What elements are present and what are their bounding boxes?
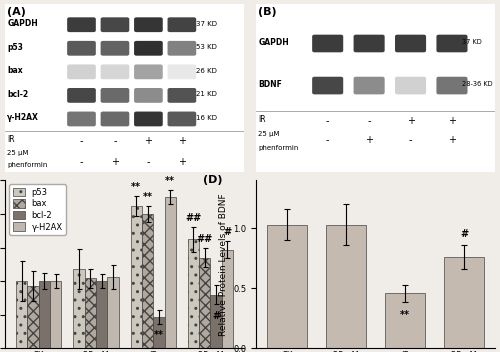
Text: IR: IR (8, 135, 15, 144)
Text: 37 KD: 37 KD (196, 21, 217, 27)
Text: +: + (178, 157, 186, 166)
FancyBboxPatch shape (100, 64, 130, 79)
Text: -: - (146, 157, 150, 166)
FancyBboxPatch shape (168, 88, 196, 103)
FancyBboxPatch shape (354, 77, 384, 94)
Text: -: - (80, 137, 83, 146)
Bar (130, 206, 142, 348)
Text: phenformin: phenformin (8, 162, 48, 168)
Text: 16 KD: 16 KD (196, 115, 217, 121)
FancyBboxPatch shape (67, 64, 96, 79)
Bar (27, 286, 38, 348)
FancyBboxPatch shape (134, 88, 163, 103)
FancyBboxPatch shape (67, 88, 96, 103)
Text: +: + (448, 116, 456, 126)
Y-axis label: Relative Protein Levels of BDNF: Relative Protein Levels of BDNF (218, 193, 228, 336)
Text: phenformin: phenformin (258, 145, 298, 151)
Bar (107, 277, 118, 348)
Text: +: + (111, 157, 119, 166)
Text: BDNF: BDNF (258, 80, 282, 89)
Text: **: ** (400, 310, 410, 320)
Bar (222, 250, 233, 348)
Bar (84, 278, 96, 348)
FancyBboxPatch shape (100, 17, 130, 32)
Text: **: ** (142, 192, 152, 202)
Text: -: - (409, 135, 412, 145)
FancyBboxPatch shape (395, 34, 426, 52)
Bar (188, 239, 199, 348)
Text: +: + (448, 135, 456, 145)
Text: +: + (365, 135, 373, 145)
Bar (16, 281, 27, 348)
Bar (73, 269, 85, 348)
Text: +: + (406, 116, 414, 126)
Text: bcl-2: bcl-2 (8, 90, 28, 99)
Text: 28-36 KD: 28-36 KD (462, 81, 492, 87)
Text: IR: IR (258, 115, 266, 124)
Text: γ-H2AX: γ-H2AX (8, 113, 40, 122)
Text: bax: bax (8, 66, 23, 75)
Text: +: + (178, 137, 186, 146)
Text: 21 KD: 21 KD (196, 92, 217, 98)
FancyBboxPatch shape (312, 77, 343, 94)
Text: -: - (368, 116, 371, 126)
Text: 25 μM: 25 μM (258, 131, 280, 137)
FancyBboxPatch shape (134, 17, 163, 32)
Text: 26 KD: 26 KD (196, 68, 217, 74)
FancyBboxPatch shape (134, 112, 163, 126)
FancyBboxPatch shape (168, 17, 196, 32)
Bar (326, 225, 366, 348)
FancyBboxPatch shape (100, 112, 130, 126)
Text: #: # (224, 227, 232, 237)
Text: #: # (460, 229, 468, 239)
Bar (210, 295, 222, 348)
Text: #: # (212, 311, 220, 321)
FancyBboxPatch shape (168, 41, 196, 56)
Bar (153, 317, 164, 348)
Text: GAPDH: GAPDH (8, 19, 38, 28)
Text: -: - (326, 135, 330, 145)
Bar (142, 214, 153, 348)
Text: **: ** (154, 330, 164, 340)
Legend: p53, bax, bcl-2, γ-H2AX: p53, bax, bcl-2, γ-H2AX (9, 184, 66, 235)
Bar (444, 257, 484, 348)
Text: **: ** (131, 182, 141, 191)
Text: 37 KD: 37 KD (462, 39, 481, 45)
Text: -: - (326, 116, 330, 126)
FancyBboxPatch shape (436, 77, 468, 94)
Text: -: - (113, 137, 116, 146)
FancyBboxPatch shape (100, 88, 130, 103)
FancyBboxPatch shape (395, 77, 426, 94)
FancyBboxPatch shape (168, 64, 196, 79)
Bar (267, 225, 306, 348)
Text: GAPDH: GAPDH (258, 38, 289, 47)
Text: ##: ## (196, 234, 213, 244)
FancyBboxPatch shape (100, 41, 130, 56)
Text: **: ** (165, 176, 175, 186)
Bar (199, 258, 210, 348)
FancyBboxPatch shape (67, 112, 96, 126)
Bar (96, 281, 107, 348)
Text: 25 μM: 25 μM (8, 150, 29, 156)
FancyBboxPatch shape (354, 34, 384, 52)
Text: ##: ## (186, 213, 202, 223)
FancyBboxPatch shape (436, 34, 468, 52)
FancyBboxPatch shape (67, 41, 96, 56)
Text: (B): (B) (258, 7, 277, 17)
FancyBboxPatch shape (67, 17, 96, 32)
Text: (D): (D) (204, 175, 223, 185)
Text: (A): (A) (8, 7, 26, 17)
FancyBboxPatch shape (168, 112, 196, 126)
FancyBboxPatch shape (134, 64, 163, 79)
FancyBboxPatch shape (312, 34, 343, 52)
Bar (385, 293, 425, 348)
Bar (164, 197, 176, 348)
Text: -: - (80, 157, 83, 166)
Bar (38, 281, 50, 348)
Text: +: + (144, 137, 152, 146)
Text: 53 KD: 53 KD (196, 44, 217, 50)
Text: p53: p53 (8, 43, 24, 52)
Bar (50, 281, 61, 348)
FancyBboxPatch shape (134, 41, 163, 56)
